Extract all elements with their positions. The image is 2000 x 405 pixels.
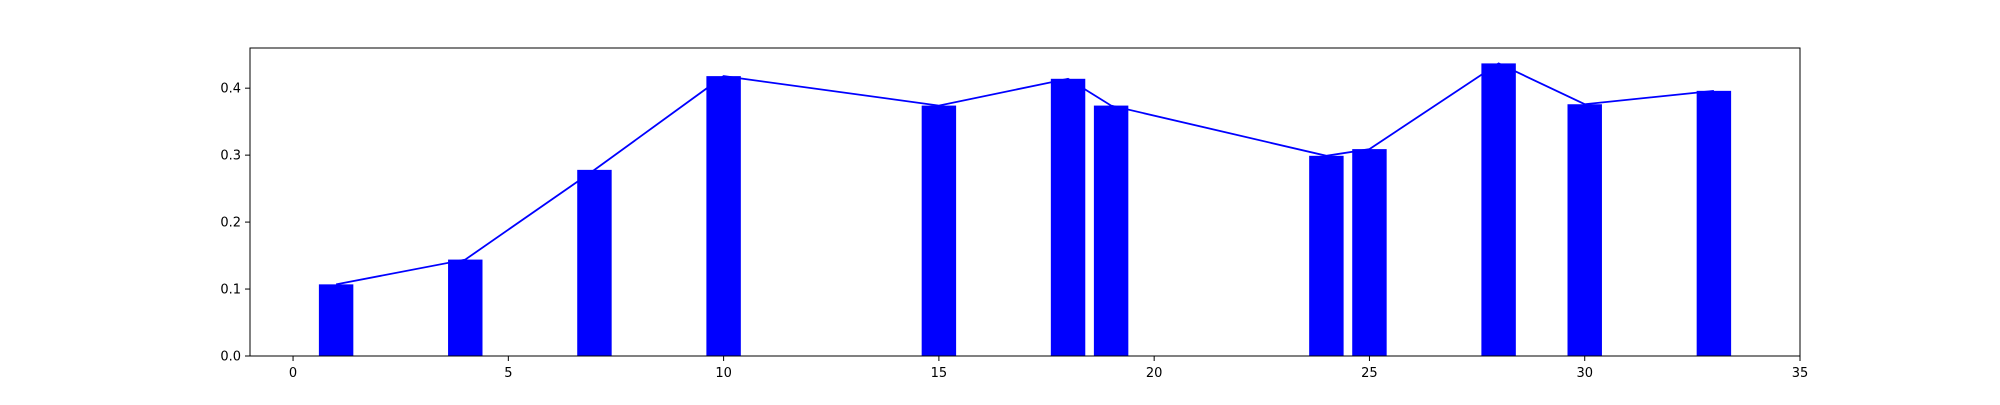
- bar-2: [577, 169, 612, 356]
- y-tick-label-0: 0.0: [220, 350, 241, 365]
- line-layer: [335, 62, 1714, 286]
- x-tick-label-3: 15: [931, 366, 948, 381]
- x-tick-label-6: 30: [1576, 366, 1593, 381]
- x-tick-label-7: 35: [1792, 366, 1809, 381]
- x-tick-label-0: 0: [289, 366, 297, 381]
- x-tick-label-2: 10: [715, 366, 732, 381]
- plot-frame: [249, 47, 1801, 357]
- axes-layer: 0 5 10 15 20 25 30 35 0.0 0.1 0.2 0.3 0.4: [220, 47, 1809, 381]
- bar-1: [448, 259, 483, 356]
- series-line: [335, 62, 1714, 286]
- y-tick-label-3: 0.3: [220, 149, 241, 164]
- y-tick-label-4: 0.4: [220, 82, 241, 97]
- bar-7: [1309, 155, 1344, 356]
- bars-layer: [318, 63, 1732, 357]
- bar-10: [1567, 104, 1602, 357]
- x-tick-label-5: 25: [1361, 366, 1378, 381]
- bar-4: [921, 105, 957, 356]
- bar-3: [706, 76, 741, 357]
- bar-8: [1352, 149, 1387, 356]
- bar-5: [1050, 78, 1086, 357]
- y-tick-label-1: 0.1: [220, 283, 241, 298]
- x-tick-label-1: 5: [504, 366, 512, 381]
- bar-0: [318, 284, 354, 356]
- x-tick-label-4: 20: [1146, 366, 1163, 381]
- bar-11: [1696, 90, 1732, 356]
- bar-9: [1481, 63, 1516, 357]
- bar-6: [1093, 105, 1129, 356]
- y-tick-label-2: 0.2: [220, 216, 241, 231]
